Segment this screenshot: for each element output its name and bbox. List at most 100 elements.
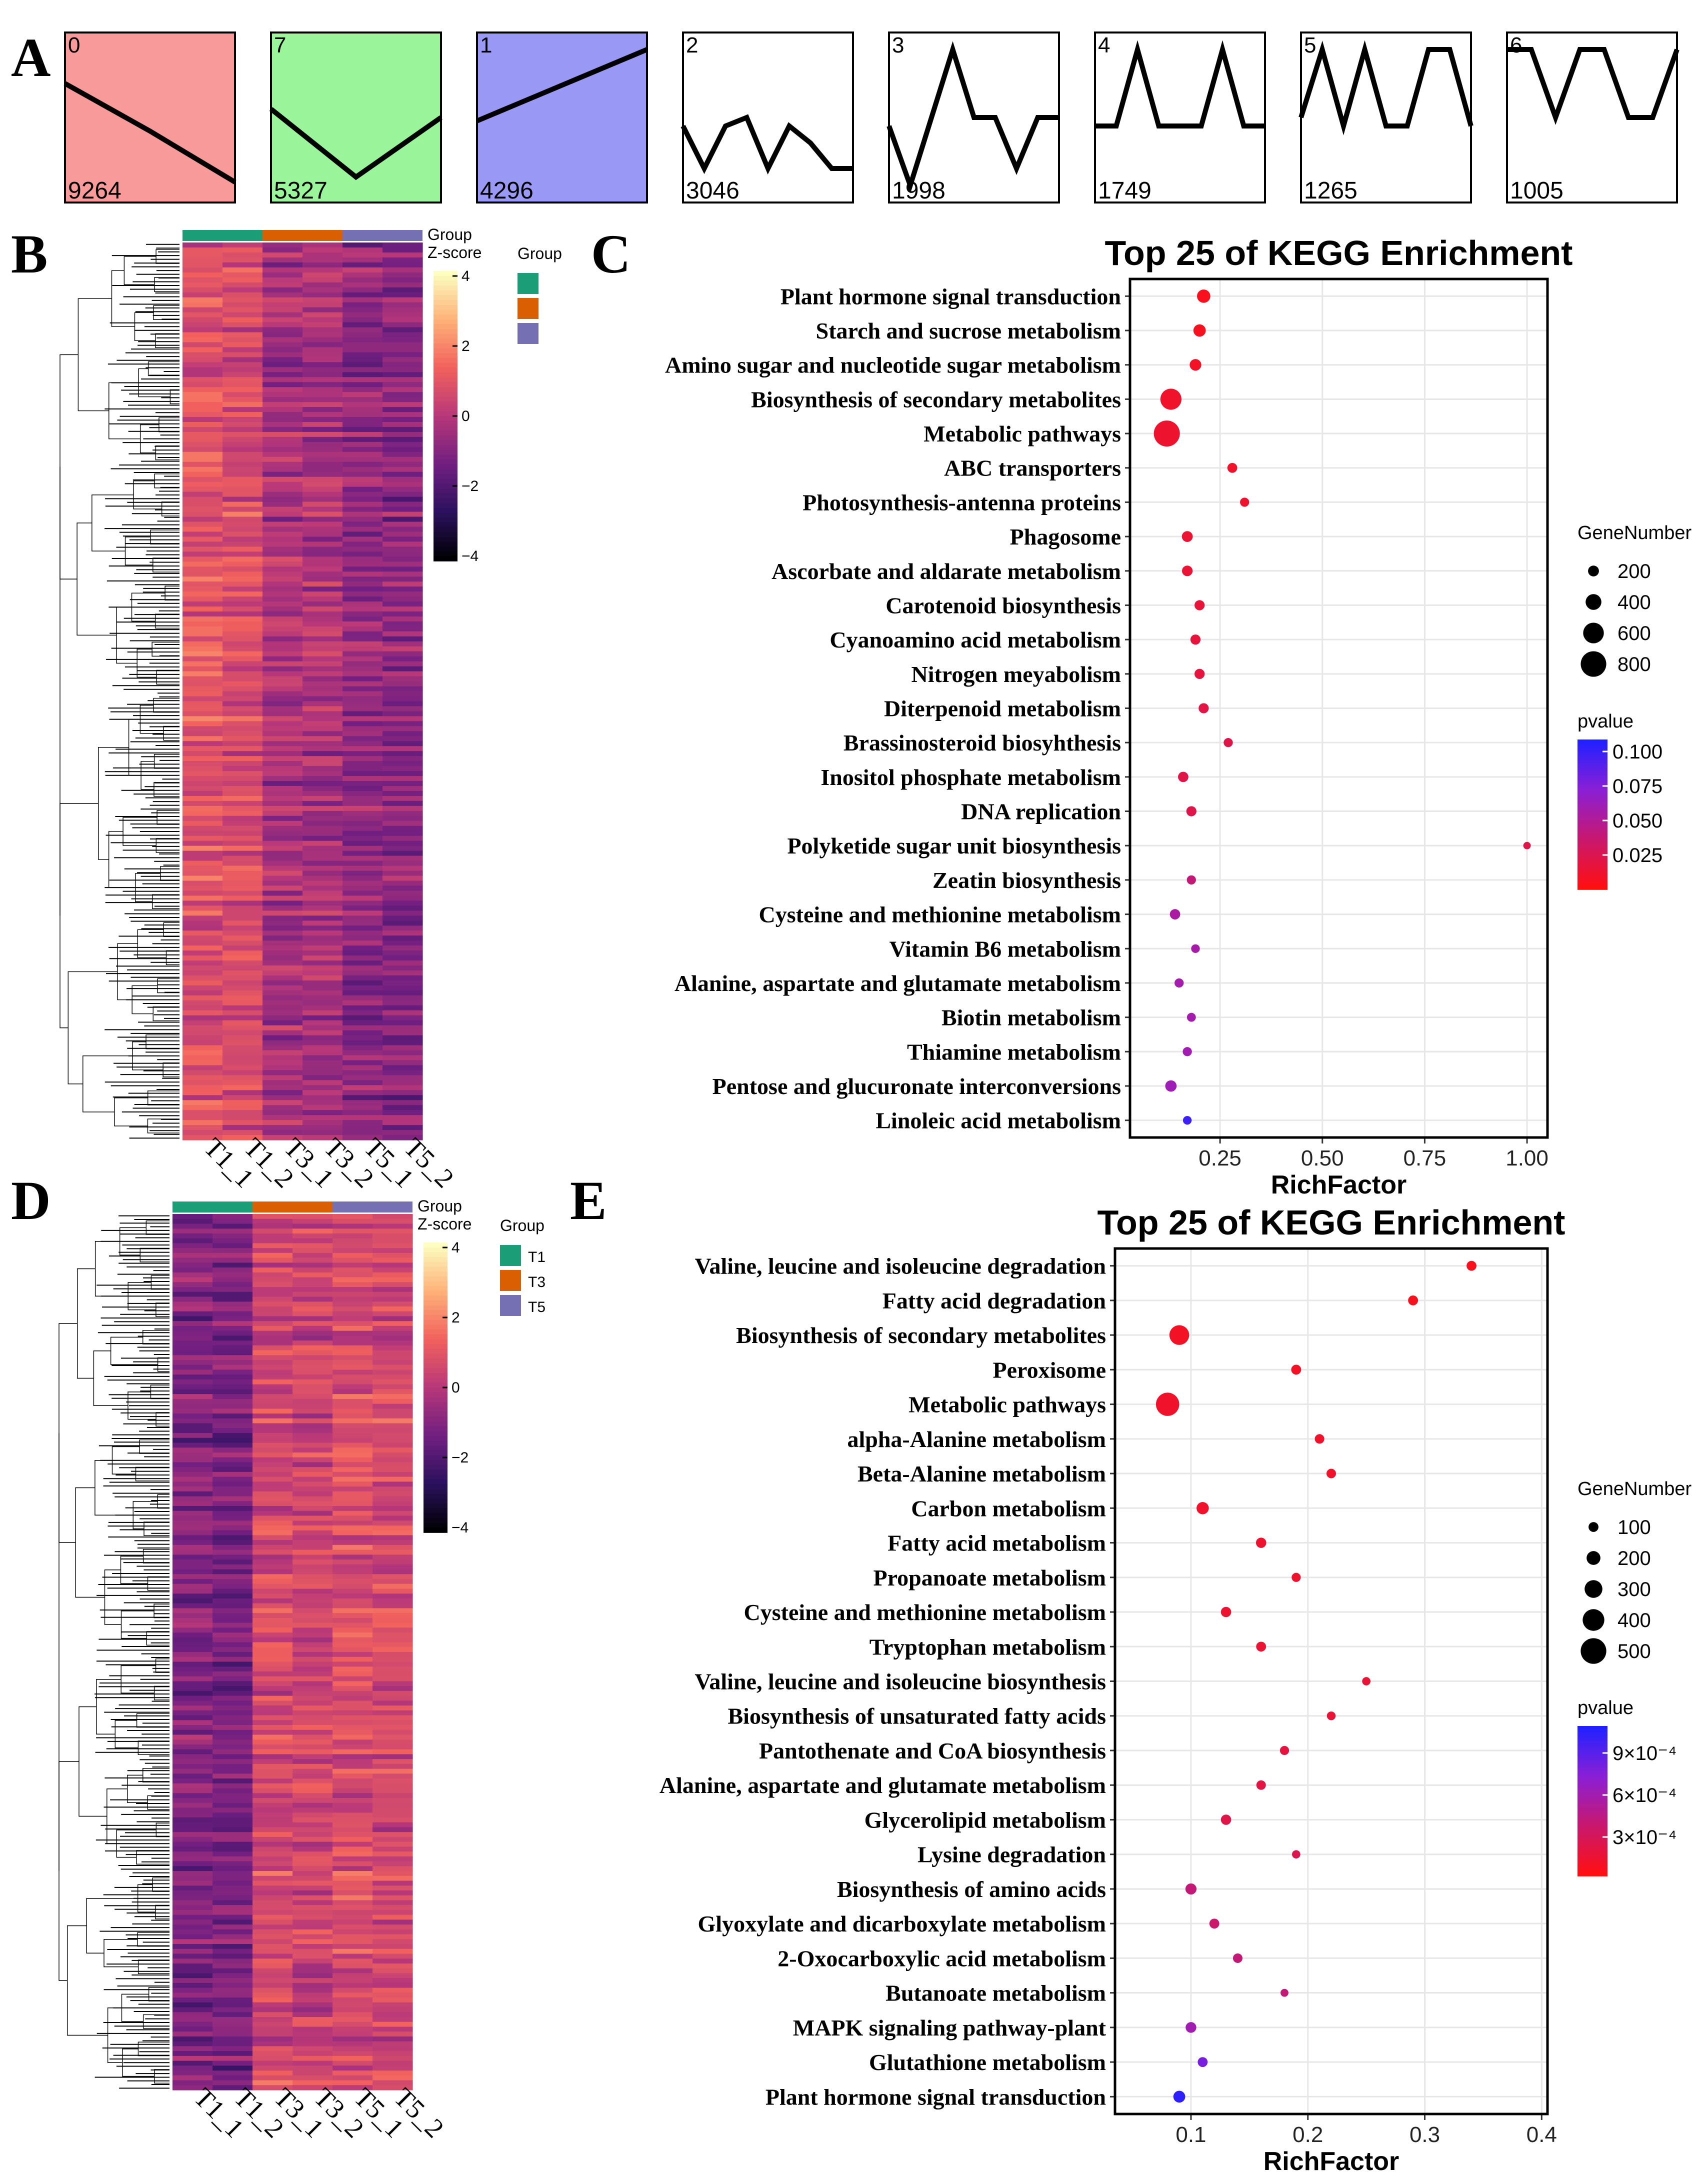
heatmap-cell xyxy=(302,1080,343,1086)
heatmap-cell xyxy=(252,1535,293,1540)
heatmap-cell xyxy=(372,1389,413,1394)
data-point xyxy=(1165,1080,1177,1092)
heatmap-cell xyxy=(302,312,343,318)
heatmap-cell xyxy=(182,1045,223,1051)
heatmap-cell xyxy=(222,342,263,348)
heatmap-cell xyxy=(262,242,303,248)
heatmap-cell xyxy=(292,1954,333,1959)
heatmap-cell xyxy=(372,2032,413,2037)
group-legend-label: T1 xyxy=(528,1249,546,1266)
heatmap-cell xyxy=(172,1895,213,1900)
heatmap-cell xyxy=(332,1287,373,1292)
heatmap-cell xyxy=(182,800,223,806)
heatmap-cell xyxy=(332,2012,373,2018)
heatmap-cell xyxy=(172,1218,213,1224)
heatmap-cell xyxy=(382,820,423,826)
heatmap-cell xyxy=(342,322,383,328)
group-legend-swatch xyxy=(518,323,538,344)
heatmap-cell xyxy=(342,806,383,812)
heatmap-cell xyxy=(342,472,383,478)
heatmap-cell xyxy=(302,1055,343,1061)
heatmap-cell xyxy=(292,1656,333,1662)
heatmap-cell xyxy=(292,1948,333,1954)
heatmap-cell xyxy=(222,776,263,782)
heatmap-cell xyxy=(222,262,263,268)
pathway-label: Peroxisome xyxy=(992,1357,1106,1382)
heatmap-cell xyxy=(332,1379,373,1385)
heatmap-cell xyxy=(382,816,423,822)
heatmap-cell xyxy=(292,1214,333,1220)
heatmap-cell xyxy=(262,990,303,996)
color-legend-segment xyxy=(1578,1759,1608,1762)
colorbar-segment xyxy=(434,329,458,334)
heatmap-cell xyxy=(252,1404,293,1409)
heatmap-cell xyxy=(342,1050,383,1056)
heatmap-cell xyxy=(172,1418,213,1424)
heatmap-cell xyxy=(182,307,223,313)
heatmap-cell xyxy=(342,257,383,263)
heatmap-cell xyxy=(372,2075,413,2081)
heatmap-cell xyxy=(342,870,383,876)
heatmap-cell xyxy=(292,1418,333,1424)
heatmap-cell xyxy=(222,651,263,657)
heatmap-cell xyxy=(292,2007,333,2012)
heatmap-cell xyxy=(252,1569,293,1574)
heatmap-cell xyxy=(252,1749,293,1754)
heatmap-cell xyxy=(172,1793,213,1798)
data-point xyxy=(1156,1392,1180,1416)
data-point xyxy=(1256,1642,1266,1652)
heatmap-cell xyxy=(182,930,223,936)
heatmap-cell xyxy=(172,1520,213,1526)
heatmap-cell xyxy=(372,1632,413,1638)
heatmap-cell xyxy=(182,582,223,587)
colorbar-segment xyxy=(424,1460,448,1466)
color-legend-segment xyxy=(1578,1873,1608,1876)
heatmap-cell xyxy=(332,1554,373,1560)
heatmap-cell xyxy=(172,1262,213,1268)
heatmap-cell xyxy=(382,706,423,712)
heatmap-cell xyxy=(182,1055,223,1061)
heatmap-cell xyxy=(212,1472,253,1478)
data-point xyxy=(1292,1850,1300,1859)
heatmap-cell xyxy=(212,1944,253,1950)
heatmap-cell xyxy=(182,566,223,572)
heatmap-cell xyxy=(212,1501,253,1506)
color-legend-segment xyxy=(1578,1804,1608,1808)
heatmap-cell xyxy=(372,1282,413,1288)
heatmap-cell xyxy=(382,302,423,308)
heatmap-cell xyxy=(372,2002,413,2008)
heatmap-cell xyxy=(302,606,343,612)
heatmap-cell xyxy=(172,1540,213,1546)
heatmap-cell xyxy=(212,1448,253,1453)
heatmap-cell xyxy=(252,1258,293,1263)
heatmap-cell xyxy=(222,820,263,826)
heatmap-cell xyxy=(172,1501,213,1506)
heatmap-cell xyxy=(342,1075,383,1080)
dendrogram-branch xyxy=(111,270,135,327)
heatmap-cell xyxy=(382,372,423,378)
data-point xyxy=(1186,875,1196,885)
color-legend-label: 9×10⁻⁴ xyxy=(1612,1742,1676,1764)
heatmap-cell xyxy=(182,1125,223,1130)
heatmap-cell xyxy=(342,985,383,991)
heatmap-cell xyxy=(382,870,423,876)
heatmap-cell xyxy=(332,1706,373,1711)
heatmap-cell xyxy=(292,1876,333,1882)
heatmap-cell xyxy=(292,1832,333,1838)
cluster-id: 5 xyxy=(1304,33,1316,58)
group-title: Group xyxy=(418,1197,462,1215)
heatmap-cell xyxy=(172,1700,213,1706)
heatmap-cell xyxy=(182,846,223,852)
heatmap-cell xyxy=(182,746,223,752)
heatmap-cell xyxy=(372,1550,413,1555)
colorbar-segment xyxy=(424,1392,448,1398)
heatmap-cell xyxy=(382,452,423,458)
heatmap-cell xyxy=(302,466,343,472)
heatmap-cell xyxy=(302,1035,343,1041)
heatmap-cell xyxy=(342,352,383,358)
heatmap-cell xyxy=(172,1808,213,1813)
heatmap-cell xyxy=(212,1238,253,1244)
heatmap-cell xyxy=(302,426,343,432)
heatmap-cell xyxy=(332,1978,373,1984)
heatmap-cell xyxy=(252,1774,293,1779)
